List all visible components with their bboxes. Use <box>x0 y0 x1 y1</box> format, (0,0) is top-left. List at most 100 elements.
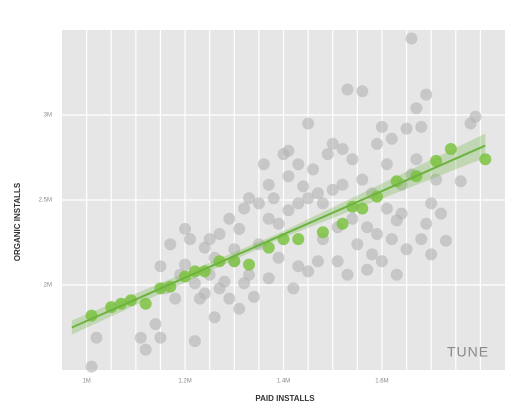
data-point <box>208 311 221 324</box>
data-point <box>425 248 438 261</box>
data-point <box>223 292 236 305</box>
data-point <box>218 275 231 288</box>
data-point <box>420 217 433 230</box>
data-point <box>257 158 270 171</box>
data-point <box>311 255 324 268</box>
data-point <box>243 268 256 281</box>
data-point <box>179 222 192 235</box>
data-point <box>395 207 408 220</box>
data-point <box>469 110 482 123</box>
data-point <box>356 85 369 98</box>
data-point <box>341 83 354 96</box>
data-point <box>375 255 388 268</box>
data-point <box>375 120 388 133</box>
data-point <box>169 292 182 305</box>
data-point <box>228 243 241 256</box>
data-point <box>252 197 265 210</box>
data-point <box>346 153 359 166</box>
data-point <box>243 192 256 205</box>
data-point <box>336 178 349 191</box>
data-point <box>272 217 285 230</box>
data-point <box>297 180 310 193</box>
data-point <box>154 331 167 344</box>
data-point <box>164 238 177 251</box>
data-point <box>267 192 280 205</box>
data-point <box>400 122 413 135</box>
data-point <box>262 212 275 225</box>
y-tick-label: 3M <box>44 113 52 119</box>
logo: TUNE <box>447 344 489 360</box>
data-point <box>188 277 201 290</box>
data-point <box>435 207 448 220</box>
data-point <box>361 221 374 234</box>
x-tick-label: 1.4M <box>277 379 290 385</box>
data-point <box>311 187 324 200</box>
data-point <box>307 163 320 176</box>
data-point <box>292 158 305 171</box>
data-point <box>105 301 118 314</box>
data-point <box>302 265 315 278</box>
data-point <box>356 202 369 215</box>
data-point <box>139 297 152 310</box>
data-point <box>292 197 305 210</box>
data-point <box>85 360 98 373</box>
data-point <box>243 258 256 271</box>
data-point <box>223 212 236 225</box>
data-point <box>302 192 315 205</box>
y-tick-label: 2.5M <box>39 198 52 204</box>
data-point <box>415 120 428 133</box>
data-point <box>444 143 457 155</box>
trend-line <box>71 144 486 329</box>
y-axis-label: ORGANIC INSTALLS <box>13 182 22 261</box>
data-point <box>316 226 329 239</box>
data-point <box>302 117 315 130</box>
data-point <box>430 173 443 186</box>
data-point <box>139 343 152 356</box>
data-point <box>341 268 354 281</box>
data-point <box>385 132 398 145</box>
data-point <box>262 178 275 191</box>
data-point <box>331 255 344 268</box>
data-point <box>316 197 329 210</box>
data-point <box>430 154 443 167</box>
data-point <box>154 260 167 273</box>
data-point <box>90 331 103 344</box>
data-point <box>425 197 438 210</box>
y-tick-label: 2M <box>44 283 52 289</box>
data-point <box>149 318 162 331</box>
data-point <box>405 32 418 45</box>
data-point <box>336 217 349 230</box>
data-point <box>400 243 413 256</box>
data-point <box>371 137 384 150</box>
data-point <box>415 233 428 246</box>
data-point <box>272 251 285 264</box>
data-point <box>262 241 275 254</box>
data-point <box>420 88 433 101</box>
data-point <box>292 260 305 273</box>
data-point <box>361 263 374 276</box>
x-tick-label: 1.2M <box>178 379 191 385</box>
data-point <box>371 228 384 240</box>
data-point <box>233 222 246 235</box>
x-tick-label: 1.6M <box>375 379 388 385</box>
data-point <box>183 233 196 246</box>
x-tick-label: 1M <box>82 379 90 385</box>
data-point <box>326 183 339 196</box>
data-point <box>321 148 334 161</box>
data-point <box>380 158 393 171</box>
data-point <box>179 258 192 271</box>
data-point <box>238 202 251 215</box>
data-point <box>326 137 339 150</box>
data-point <box>247 290 260 303</box>
data-point <box>134 331 147 344</box>
data-point <box>198 287 211 300</box>
data-point <box>356 173 369 186</box>
data-point <box>351 238 364 251</box>
data-point <box>282 144 295 157</box>
data-point <box>390 268 403 281</box>
x-axis-label: PAID INSTALLS <box>255 394 315 403</box>
data-point <box>203 233 216 246</box>
data-point <box>287 282 300 295</box>
data-point <box>410 153 423 166</box>
